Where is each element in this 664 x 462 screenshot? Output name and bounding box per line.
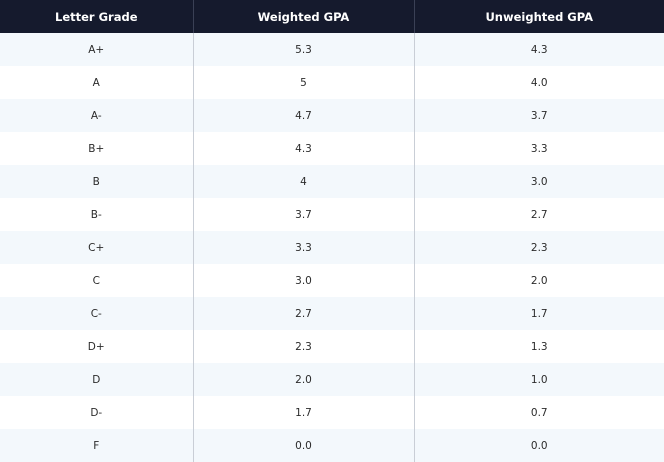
table-row: B 4 3.0 xyxy=(0,165,664,198)
cell-unweighted-gpa: 3.7 xyxy=(413,99,664,132)
cell-letter-grade: F xyxy=(0,429,193,462)
cell-letter-grade: B xyxy=(0,165,193,198)
table-row: B+ 4.3 3.3 xyxy=(0,132,664,165)
cell-weighted-gpa: 0.0 xyxy=(192,429,414,462)
cell-unweighted-gpa: 2.3 xyxy=(413,231,664,264)
cell-unweighted-gpa: 0.0 xyxy=(413,429,664,462)
header-weighted-gpa: Weighted GPA xyxy=(192,0,414,33)
header-unweighted-gpa: Unweighted GPA xyxy=(413,0,664,33)
cell-weighted-gpa: 2.7 xyxy=(192,297,414,330)
table-row: C- 2.7 1.7 xyxy=(0,297,664,330)
cell-weighted-gpa: 3.3 xyxy=(192,231,414,264)
table-row: D+ 2.3 1.3 xyxy=(0,330,664,363)
cell-letter-grade: D xyxy=(0,363,193,396)
cell-weighted-gpa: 1.7 xyxy=(192,396,414,429)
cell-weighted-gpa: 3.7 xyxy=(192,198,414,231)
cell-unweighted-gpa: 2.0 xyxy=(413,264,664,297)
cell-unweighted-gpa: 4.0 xyxy=(413,66,664,99)
cell-letter-grade: C+ xyxy=(0,231,193,264)
cell-letter-grade: B+ xyxy=(0,132,193,165)
cell-unweighted-gpa: 1.3 xyxy=(413,330,664,363)
table-row: A+ 5.3 4.3 xyxy=(0,33,664,66)
cell-letter-grade: C- xyxy=(0,297,193,330)
cell-unweighted-gpa: 1.7 xyxy=(413,297,664,330)
cell-weighted-gpa: 4.7 xyxy=(192,99,414,132)
table-header: Letter Grade Weighted GPA Unweighted GPA xyxy=(0,0,664,33)
table-row: A- 4.7 3.7 xyxy=(0,99,664,132)
cell-unweighted-gpa: 1.0 xyxy=(413,363,664,396)
cell-weighted-gpa: 4.3 xyxy=(192,132,414,165)
table-row: C 3.0 2.0 xyxy=(0,264,664,297)
cell-letter-grade: D+ xyxy=(0,330,193,363)
header-letter-grade: Letter Grade xyxy=(0,0,193,33)
header-row: Letter Grade Weighted GPA Unweighted GPA xyxy=(0,0,664,33)
cell-unweighted-gpa: 0.7 xyxy=(413,396,664,429)
cell-letter-grade: A xyxy=(0,66,193,99)
cell-weighted-gpa: 4 xyxy=(192,165,414,198)
table-row: A 5 4.0 xyxy=(0,66,664,99)
cell-weighted-gpa: 2.0 xyxy=(192,363,414,396)
cell-weighted-gpa: 5 xyxy=(192,66,414,99)
cell-letter-grade: C xyxy=(0,264,193,297)
table-row: D- 1.7 0.7 xyxy=(0,396,664,429)
cell-letter-grade: A- xyxy=(0,99,193,132)
table-row: C+ 3.3 2.3 xyxy=(0,231,664,264)
cell-unweighted-gpa: 3.0 xyxy=(413,165,664,198)
cell-letter-grade: D- xyxy=(0,396,193,429)
table-body: A+ 5.3 4.3 A 5 4.0 A- 4.7 3.7 B+ 4.3 3.3… xyxy=(0,33,664,462)
cell-weighted-gpa: 2.3 xyxy=(192,330,414,363)
table-row: D 2.0 1.0 xyxy=(0,363,664,396)
table-row: B- 3.7 2.7 xyxy=(0,198,664,231)
cell-letter-grade: B- xyxy=(0,198,193,231)
cell-letter-grade: A+ xyxy=(0,33,193,66)
cell-unweighted-gpa: 4.3 xyxy=(413,33,664,66)
cell-weighted-gpa: 3.0 xyxy=(192,264,414,297)
cell-unweighted-gpa: 3.3 xyxy=(413,132,664,165)
cell-weighted-gpa: 5.3 xyxy=(192,33,414,66)
table-row: F 0.0 0.0 xyxy=(0,429,664,462)
cell-unweighted-gpa: 2.7 xyxy=(413,198,664,231)
